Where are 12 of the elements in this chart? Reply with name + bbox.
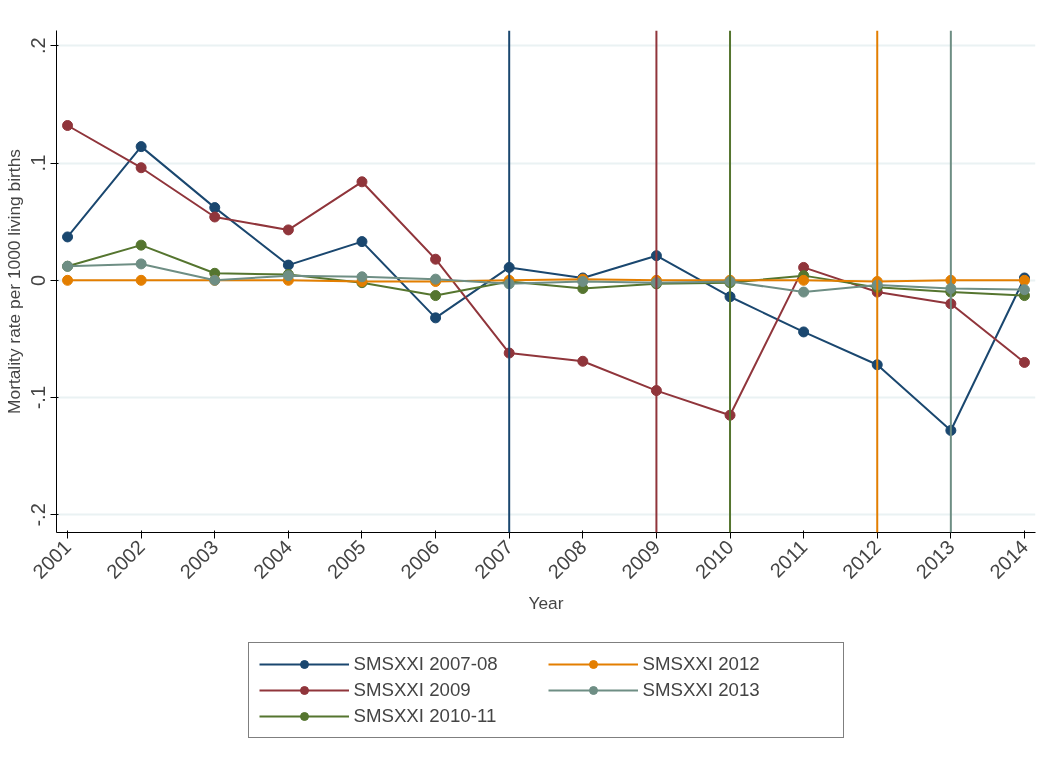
legend-label: SMSXXI 2007-08	[353, 653, 499, 675]
y-tick-label: -.1	[27, 385, 50, 410]
y-axis-title: Mortality rate per 1000 living births	[3, 148, 24, 414]
x-axis-title: Year	[528, 592, 564, 613]
legend-label: SMSXXI 2012	[642, 653, 761, 675]
y-tick-label: .2	[27, 37, 50, 55]
legend-label: SMSXXI 2010-11	[353, 705, 498, 727]
y-tick-label: .1	[27, 154, 50, 172]
y-tick-label: -.2	[27, 503, 50, 527]
legend-label: SMSXXI 2013	[642, 679, 761, 701]
y-tick-label: 0	[27, 274, 50, 286]
legend-label: SMSXXI 2009	[353, 679, 472, 701]
